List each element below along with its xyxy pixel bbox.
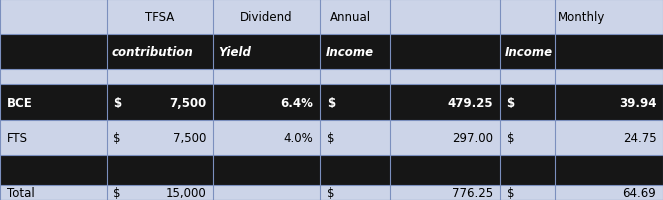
Text: $: $ (507, 186, 514, 199)
Text: Monthly: Monthly (558, 11, 605, 24)
Text: 776.25: 776.25 (452, 186, 493, 199)
Text: $: $ (507, 131, 514, 144)
Bar (0, 70, 663, 85)
Text: 7,500: 7,500 (173, 131, 206, 144)
Text: $: $ (327, 131, 334, 144)
Bar (0, 0, 663, 35)
Bar (0, 185, 663, 200)
Text: $: $ (113, 131, 121, 144)
Text: Total: Total (7, 186, 34, 199)
Text: 7,500: 7,500 (169, 96, 206, 109)
Text: 297.00: 297.00 (452, 131, 493, 144)
Text: 6.4%: 6.4% (280, 96, 314, 109)
Text: 24.75: 24.75 (623, 131, 656, 144)
Text: Dividend: Dividend (240, 11, 293, 24)
Text: $: $ (507, 96, 514, 109)
Text: $: $ (113, 96, 121, 109)
Text: FTS: FTS (7, 131, 28, 144)
Text: $: $ (327, 186, 334, 199)
Text: $: $ (327, 96, 335, 109)
Text: Yield: Yield (218, 46, 251, 59)
Text: 39.94: 39.94 (619, 96, 656, 109)
Text: BCE: BCE (7, 96, 32, 109)
Bar (0, 85, 663, 120)
Text: 15,000: 15,000 (166, 186, 206, 199)
Text: Annual: Annual (330, 11, 371, 24)
Text: Income: Income (505, 46, 554, 59)
Bar (0, 155, 663, 185)
Text: TFSA: TFSA (145, 11, 174, 24)
Bar (0, 35, 663, 70)
Bar (0, 120, 663, 155)
Text: contribution: contribution (112, 46, 194, 59)
Text: 64.69: 64.69 (623, 186, 656, 199)
Text: Income: Income (326, 46, 374, 59)
Text: $: $ (113, 186, 121, 199)
Text: 4.0%: 4.0% (284, 131, 314, 144)
Text: 479.25: 479.25 (448, 96, 493, 109)
